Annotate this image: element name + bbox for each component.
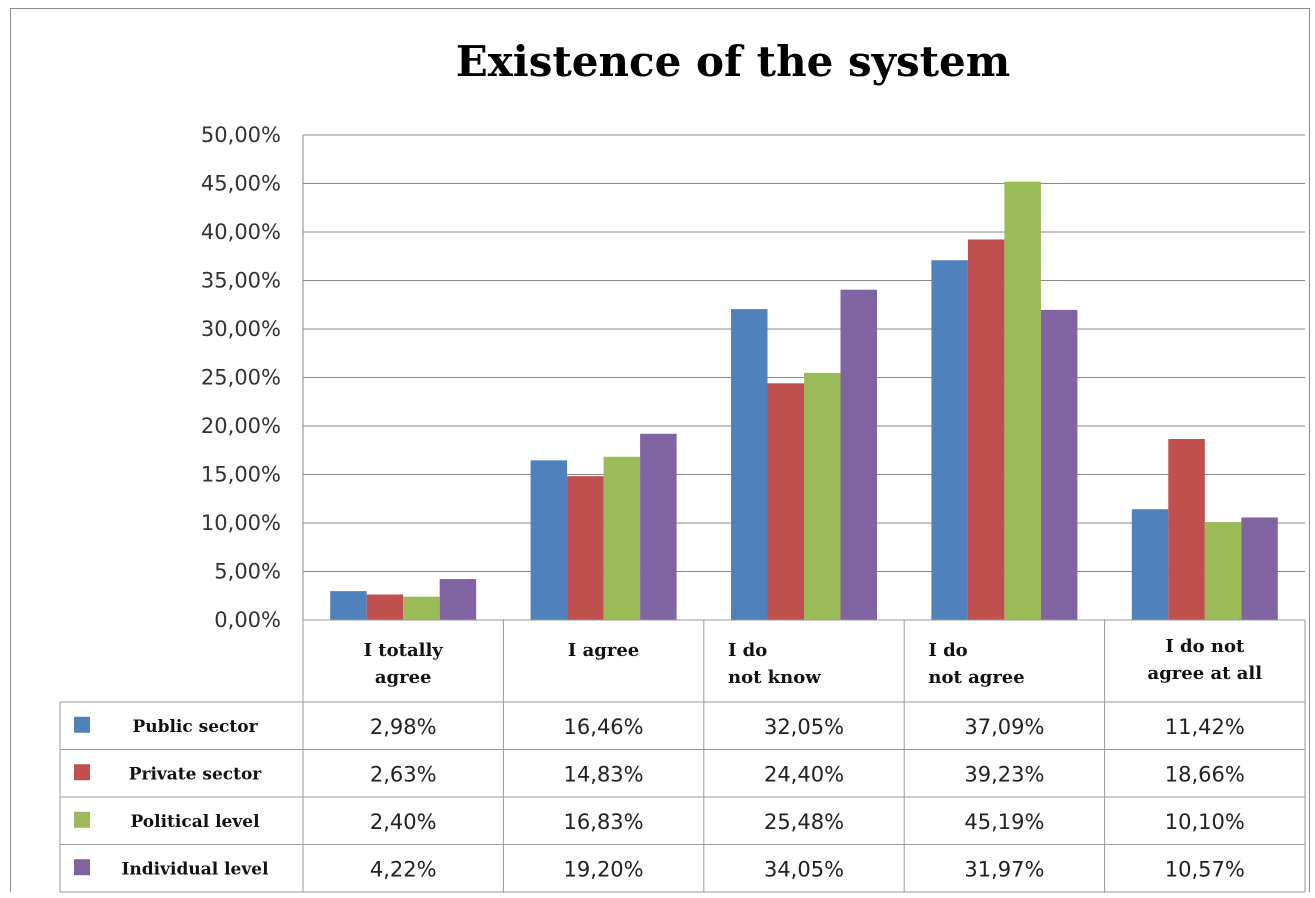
data-label: 24,40%: [764, 762, 844, 786]
category-label: I totally agree: [364, 640, 444, 688]
data-label: 11,42%: [1165, 715, 1245, 739]
data-label: 32,05%: [764, 715, 844, 739]
bar: [1004, 181, 1041, 621]
y-axis-ticks: 0,00% 5,00% 10,00% 15,00% 20,00% 25,00% 30,00%…: [201, 123, 281, 632]
data-label: 10,57%: [1165, 857, 1245, 881]
bar: [1131, 509, 1169, 620]
bar: [330, 591, 367, 620]
bar: [603, 456, 641, 620]
bar: [567, 476, 604, 620]
bar: [403, 596, 440, 620]
y-tick-label: 15,00%: [201, 463, 281, 487]
data-label: 37,09%: [964, 715, 1044, 739]
series-name: Public sector: [132, 717, 258, 737]
bar: [840, 289, 877, 620]
y-tick-label: 30,00%: [201, 317, 281, 341]
series-name: Political level: [130, 812, 260, 832]
data-label: 25,48%: [764, 810, 844, 834]
bar: [530, 460, 568, 620]
data-label: 16,46%: [564, 715, 644, 739]
chart-title: Existence of the system: [456, 37, 1010, 86]
bar: [967, 239, 1005, 620]
data-label: 2,63%: [370, 762, 437, 786]
data-label: 39,23%: [964, 762, 1044, 786]
data-label: 10,10%: [1165, 810, 1245, 834]
category-label: I do not agree: [928, 640, 1024, 688]
series-name: Individual level: [121, 859, 269, 879]
y-tick-label: 35,00%: [201, 269, 281, 293]
bar: [804, 372, 841, 620]
legend-swatch: [74, 811, 90, 828]
data-label: 4,22%: [370, 857, 437, 881]
legend-swatch: [74, 716, 90, 733]
category-label: I do not agree at all: [1148, 636, 1263, 684]
data-label: 2,98%: [370, 715, 437, 739]
y-tick-label: 40,00%: [201, 220, 281, 244]
bar: [1204, 522, 1242, 620]
data-label: 18,66%: [1165, 762, 1245, 786]
y-tick-label: 5,00%: [214, 560, 281, 584]
bar: [931, 260, 968, 620]
category-label: I agree: [568, 640, 639, 661]
legend-swatch: [74, 764, 90, 781]
series-name: Private sector: [129, 764, 263, 784]
category-label: I do not know: [728, 640, 821, 688]
bar: [366, 594, 404, 620]
y-tick-label: 50,00%: [201, 123, 281, 147]
bar: [640, 433, 677, 620]
data-label: 45,19%: [964, 810, 1044, 834]
bar: [731, 309, 768, 620]
chart-frame: [10, 8, 1310, 892]
y-tick-label: 10,00%: [201, 511, 281, 535]
bar: [1241, 517, 1278, 620]
data-label: 31,97%: [964, 857, 1044, 881]
y-tick-label: 0,00%: [214, 608, 281, 632]
data-label: 2,40%: [370, 810, 437, 834]
y-tick-label: 25,00%: [201, 366, 281, 390]
data-label: 19,20%: [564, 857, 644, 881]
data-label: 16,83%: [564, 810, 644, 834]
y-tick-label: 45,00%: [201, 172, 281, 196]
data-label: 34,05%: [764, 857, 844, 881]
bar: [767, 383, 804, 620]
bar: [1168, 438, 1205, 620]
bars: [330, 181, 1278, 621]
y-tick-label: 20,00%: [201, 414, 281, 438]
bar: [1040, 309, 1078, 620]
data-label: 14,83%: [564, 762, 644, 786]
bar: [439, 579, 477, 620]
legend-swatch: [74, 859, 90, 876]
data-table: I totally agree I agree I do not know I do not…: [59, 619, 1306, 893]
